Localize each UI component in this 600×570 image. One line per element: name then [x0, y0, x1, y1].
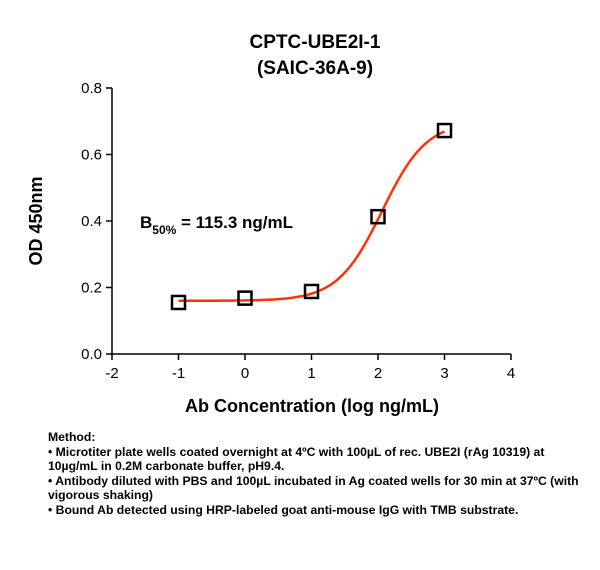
x-tick-label: -1	[172, 365, 185, 382]
method-line-3: • Bound Ab detected using HRP-labeled go…	[48, 502, 519, 517]
b50-prefix: B	[140, 213, 152, 232]
data-point	[370, 208, 386, 225]
y-tick-label: 0.6	[81, 147, 102, 164]
method-notes: Method: • Microtiter plate wells coated …	[48, 430, 588, 517]
y-tick-label: 0.0	[81, 346, 102, 363]
x-tick-label: 2	[374, 365, 382, 382]
data-point	[436, 122, 453, 139]
x-tick-label: -2	[105, 365, 118, 382]
method-line-2: • Antibody diluted with PBS and 100µL in…	[48, 473, 579, 503]
data-point	[237, 290, 253, 306]
b50-subscript: 50%	[152, 223, 176, 237]
x-tick-label: 3	[440, 365, 448, 382]
x-tick-label: 0	[241, 365, 249, 382]
data-points	[170, 122, 453, 311]
y-axis-ticks: 0.0 0.2 0.4 0.6 0.8	[81, 80, 112, 363]
x-axis-ticks: -2 -1 0 1 2 3 4	[105, 354, 515, 382]
chart-title-line-1: CPTC-UBE2I-1	[250, 32, 381, 53]
x-axis-label: Ab Concentration (log ng/mL)	[185, 396, 439, 416]
chart-title-line-2: (SAIC-36A-9)	[257, 58, 373, 79]
data-point	[170, 294, 187, 311]
x-tick-label: 4	[507, 365, 515, 382]
chart: CPTC-UBE2I-1 (SAIC-36A-9) 0.00.20.40.60.…	[26, 32, 515, 416]
method-line-1: • Microtiter plate wells coated overnigh…	[48, 444, 545, 474]
method-heading: Method:	[48, 430, 96, 444]
y-tick-label: 0.4	[81, 213, 102, 230]
y-axis-label: OD 450nm	[26, 176, 46, 265]
y-tick-label: 0.2	[81, 280, 102, 297]
b50-annotation: B50% = 115.3 ng/mL	[140, 213, 293, 237]
fit-curve-line	[178, 130, 446, 303]
b50-value: = 115.3 ng/mL	[176, 213, 293, 232]
data-point	[303, 283, 320, 300]
x-tick-label: 1	[307, 365, 315, 382]
y-tick-label: 0.8	[81, 80, 102, 97]
